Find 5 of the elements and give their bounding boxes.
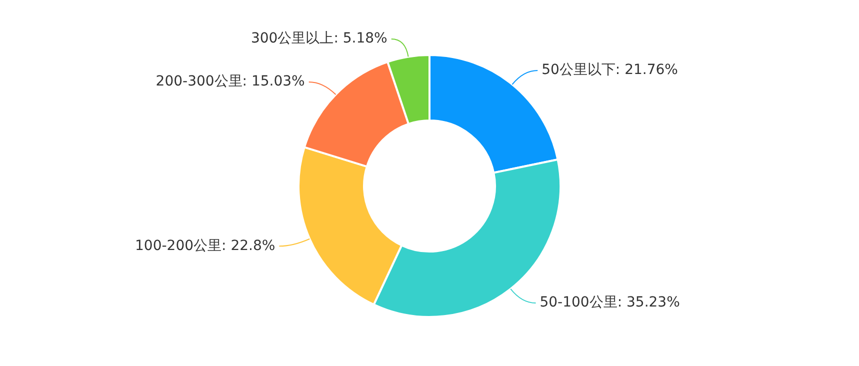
slice-label: 200-300公里: 15.03%	[156, 74, 305, 90]
slice-label: 100-200公里: 22.8%	[135, 238, 276, 254]
slice-label: 50公里以下: 21.76%	[542, 62, 678, 78]
slice-label: 50-100公里: 35.23%	[540, 294, 680, 311]
slice-label: 300公里以上: 5.18%	[250, 30, 388, 47]
